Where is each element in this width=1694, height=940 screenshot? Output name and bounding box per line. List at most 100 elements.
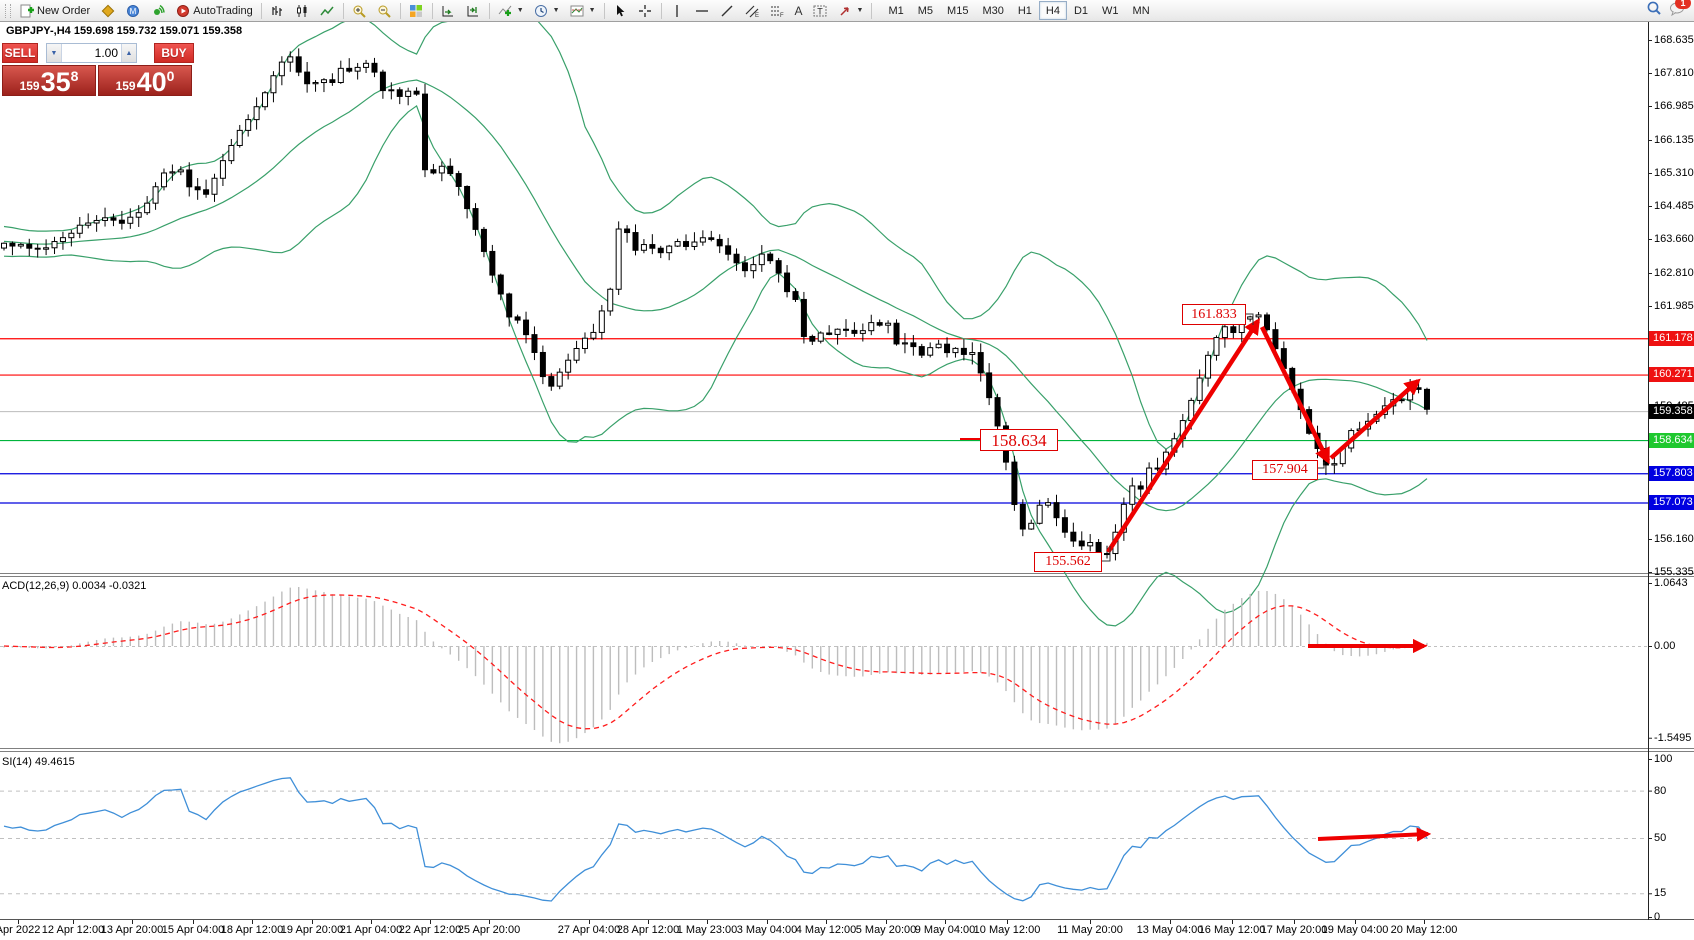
time-axis-label[interactable]: 17 May 20:00 [1260,924,1328,936]
timeframe-button-M30[interactable]: M30 [982,4,1004,17]
bar-chart-button[interactable] [265,1,290,21]
price-axis-tick-label: 165.310 [1654,167,1694,179]
red-trend-arrow[interactable] [1106,317,1260,554]
time-axis-label[interactable]: 1 May 23:00 [676,924,738,936]
annotation-price-label[interactable]: 158.634 [980,429,1058,451]
text-label-tool-button[interactable]: T [808,1,833,21]
timeframe-button-M1[interactable]: M1 [888,4,904,17]
chart-shift-button[interactable] [461,1,486,21]
horizontal-line-icon [695,3,710,18]
candle-body [430,169,437,174]
timeframe-button-MN[interactable]: MN [1132,4,1150,17]
vertical-line-icon [670,3,685,18]
equidistant-channel-tool-button[interactable]: E [740,1,765,21]
cursor-tool-button[interactable] [608,1,633,21]
candle-body [211,177,218,195]
trendline-tool-button[interactable] [715,1,740,21]
metaeditor-button[interactable] [95,1,120,21]
time-axis-label[interactable]: 18 Apr 12:00 [220,924,284,936]
rsi-axis-tick-label: 50 [1654,832,1667,844]
toolbar-separator [488,2,490,19]
timeframe-button-H4[interactable]: H4 [1038,1,1067,20]
signals-button[interactable] [145,1,170,21]
auto-scroll-button[interactable] [436,1,461,21]
annotation-price-label[interactable]: 155.562 [1034,552,1102,572]
trend-arrows[interactable] [960,313,1432,842]
time-axis-label[interactable]: 27 Apr 04:00 [557,924,621,936]
red-trend-arrow[interactable] [1329,378,1421,460]
timeframe-button-W1[interactable]: W1 [1102,4,1119,17]
search-button[interactable] [1646,0,1661,21]
timeframe-button-H1[interactable]: H1 [1017,4,1032,17]
sell-button[interactable]: SELL [2,43,38,63]
indicators-button[interactable]: ▼ [493,1,529,21]
templates-button[interactable]: ▼ [565,1,601,21]
community-button[interactable]: M [120,1,145,21]
new-order-button[interactable]: New Order [14,1,95,21]
text-tool-icon: A [794,3,803,18]
toolbar-grip[interactable] [5,3,11,18]
horizontal-line-tool-button[interactable] [690,1,715,21]
volume-input[interactable] [62,44,121,62]
fibonacci-tool-button[interactable]: F [765,1,790,21]
timeframe-button-M5[interactable]: M5 [917,4,934,17]
timeframe-button-M15[interactable]: M15 [947,4,969,17]
time-axis-label[interactable]: 25 Apr 20:00 [457,924,521,936]
zoom-out-button[interactable] [372,1,397,21]
autotrading-button[interactable]: AutoTrading [170,1,258,21]
toolbar-separator [342,2,344,19]
bid-price-panel[interactable]: 159 35 8 [2,65,96,96]
timeframe-button-D1[interactable]: D1 [1073,4,1089,17]
time-axis-label[interactable]: 21 Apr 04:00 [339,924,403,936]
time-axis-label[interactable]: 13 Apr 20:00 [100,924,164,936]
time-axis-label[interactable]: 13 May 04:00 [1136,924,1204,936]
time-axis-label[interactable]: 3 May 04:00 [736,924,798,936]
arrows-tool-button[interactable]: ▼ [833,1,869,21]
one-click-trading-widget: SELL ▼ ▲ BUY 159 35 8 159 40 0 [2,43,194,96]
tile-windows-button[interactable] [404,1,429,21]
time-axis-label[interactable]: 4 May 12:00 [795,924,857,936]
candle-body [901,342,908,345]
ask-price-panel[interactable]: 159 40 0 [98,65,192,96]
buy-button[interactable]: BUY [154,43,194,63]
time-axis-label[interactable]: 19 May 04:00 [1321,924,1389,936]
volume-decrease-button[interactable]: ▼ [47,44,62,62]
time-axis-label[interactable]: 19 Apr 20:00 [280,924,344,936]
bid-price-big: 35 [40,67,71,98]
candle-body [346,67,353,72]
text-tool-button[interactable]: A [790,1,808,21]
line-chart-button[interactable] [315,1,340,21]
chat-button[interactable]: 1 [1669,0,1691,21]
red-trend-arrow[interactable] [1317,827,1432,842]
annotation-price-label[interactable]: 161.833 [1182,304,1246,325]
annotation-price-label[interactable]: 157.904 [1252,460,1318,480]
time-axis-label[interactable]: 12 Apr 12:00 [41,924,105,936]
candle-body [329,79,336,84]
time-axis-label[interactable]: 16 May 12:00 [1198,924,1266,936]
horizontal-level-lines[interactable] [0,338,1648,504]
time-axis-label[interactable]: 15 Apr 04:00 [161,924,225,936]
vertical-line-tool-button[interactable] [665,1,690,21]
time-axis-label[interactable]: 28 Apr 12:00 [616,924,680,936]
dropdown-caret-icon: ▼ [516,7,524,14]
candlestick-chart-button[interactable] [290,1,315,21]
periods-button[interactable]: ▼ [529,1,565,21]
crosshair-tool-button[interactable] [633,1,658,21]
candle-body [590,331,597,339]
time-axis-label[interactable]: 20 May 12:00 [1390,924,1458,936]
price-axis-tick-label: 155.335 [1654,566,1694,578]
zoom-in-button[interactable] [347,1,372,21]
candle-body [354,66,361,72]
volume-increase-button[interactable]: ▲ [121,44,136,62]
time-axis-label[interactable]: 5 May 20:00 [855,924,917,936]
time-axis-label[interactable]: Apr 2022 [0,924,41,936]
candle-body [817,332,824,342]
volume-stepper: ▼ ▲ [46,43,137,63]
red-trend-arrow[interactable] [1259,326,1331,465]
time-axis-label[interactable]: 11 May 20:00 [1057,924,1123,936]
time-axis-label[interactable]: 22 Apr 12:00 [398,924,462,936]
time-axis-label[interactable]: 9 May 04:00 [914,924,976,936]
time-axis-label[interactable]: 10 May 12:00 [973,924,1041,936]
